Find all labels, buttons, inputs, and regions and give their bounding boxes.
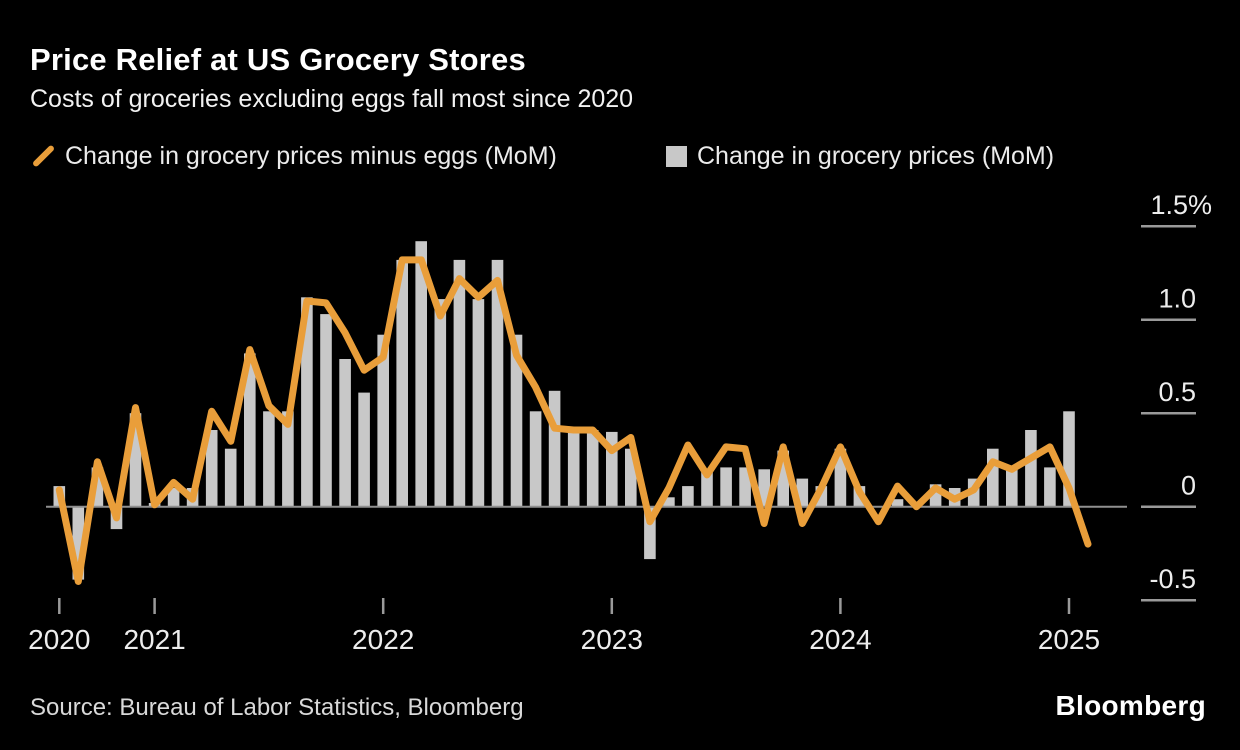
source-note: Source: Bureau of Labor Statistics, Bloo… bbox=[30, 694, 524, 721]
x-axis-label: 2024 bbox=[809, 624, 871, 655]
grocery-price-bar bbox=[205, 430, 218, 507]
grocery-price-bar bbox=[815, 486, 828, 507]
grocery-price-bar bbox=[987, 448, 999, 507]
grocery-price-bar bbox=[720, 467, 732, 507]
grocery-price-bar bbox=[1025, 430, 1037, 507]
grocery-price-bar bbox=[167, 488, 180, 507]
grocery-price-bar bbox=[244, 353, 256, 507]
grocery-price-bar bbox=[739, 467, 751, 507]
grocery-price-bar bbox=[224, 448, 237, 507]
x-axis-label: 2023 bbox=[581, 624, 643, 655]
grocery-price-bar bbox=[263, 411, 275, 507]
chart-subtitle: Costs of groceries excluding eggs fall m… bbox=[30, 85, 634, 113]
x-axis-label: 2021 bbox=[123, 624, 185, 655]
grocery-price-bar bbox=[548, 390, 561, 507]
grocery-price-bar bbox=[129, 413, 142, 507]
legend-item-minus-eggs: Change in grocery prices minus eggs (MoM… bbox=[30, 141, 557, 171]
grocery-price-bar bbox=[1006, 467, 1018, 507]
grocery-price-bar bbox=[682, 486, 694, 507]
grocery-price-bar bbox=[929, 484, 942, 507]
legend-item-grocery: Change in grocery prices (MoM) bbox=[666, 141, 1054, 171]
y-axis-label: 0 bbox=[1181, 471, 1196, 501]
grocery-price-bar bbox=[282, 411, 294, 507]
grocery-price-bar bbox=[891, 499, 904, 507]
grocery-price-bar bbox=[1063, 411, 1075, 507]
grocery-price-bar bbox=[701, 469, 713, 507]
grocery-price-bar bbox=[777, 450, 789, 507]
grocery-price-bar bbox=[663, 497, 675, 507]
grocery-price-bar bbox=[758, 469, 770, 507]
chart-title: Price Relief at US Grocery Stores bbox=[30, 42, 526, 77]
grocery-price-bar bbox=[567, 430, 580, 507]
grocery-price-bar bbox=[415, 241, 427, 507]
y-axis-label: 1.5% bbox=[1150, 190, 1212, 220]
minus-eggs-line bbox=[55, 256, 1092, 585]
grocery-price-bar bbox=[377, 334, 389, 507]
grocery-price-bar bbox=[510, 334, 523, 507]
legend-label-minus-eggs: Change in grocery prices minus eggs (MoM… bbox=[65, 141, 557, 170]
grocery-price-bar bbox=[339, 359, 351, 507]
grocery-price-bar bbox=[625, 448, 637, 507]
x-axis-label: 2020 bbox=[28, 624, 90, 655]
grocery-price-bar bbox=[396, 259, 408, 507]
y-axis-label: -0.5 bbox=[1149, 564, 1196, 594]
grocery-price-bar bbox=[1044, 467, 1056, 507]
grocery-price-bar bbox=[91, 467, 104, 507]
bloomberg-logo: Bloomberg bbox=[1055, 690, 1206, 721]
grocery-price-bar bbox=[453, 259, 466, 507]
grocery-price-bar bbox=[834, 448, 847, 507]
grocery-price-bar bbox=[606, 431, 618, 507]
y-axis-label: 1.0 bbox=[1158, 284, 1196, 314]
grocery-price-bar bbox=[434, 299, 447, 507]
legend-label-grocery: Change in grocery prices (MoM) bbox=[697, 141, 1055, 170]
x-axis-label: 2025 bbox=[1038, 624, 1100, 655]
grocery-price-bar bbox=[358, 392, 370, 507]
grocery-price-bar bbox=[644, 506, 656, 560]
grocery-price-bar bbox=[301, 297, 313, 507]
gray-square-swatch-icon bbox=[666, 145, 687, 167]
grocery-price-bar bbox=[529, 411, 542, 507]
grocery-price-bar bbox=[320, 314, 332, 507]
x-axis-label: 2022 bbox=[352, 624, 414, 655]
grocery-price-bar bbox=[796, 478, 809, 507]
grocery-price-bar bbox=[72, 506, 85, 580]
grocery-price-bar bbox=[586, 430, 599, 507]
grocery-price-bar bbox=[472, 299, 485, 507]
grocery-price-bar bbox=[491, 259, 504, 507]
y-axis-label: 0.5 bbox=[1158, 377, 1196, 407]
